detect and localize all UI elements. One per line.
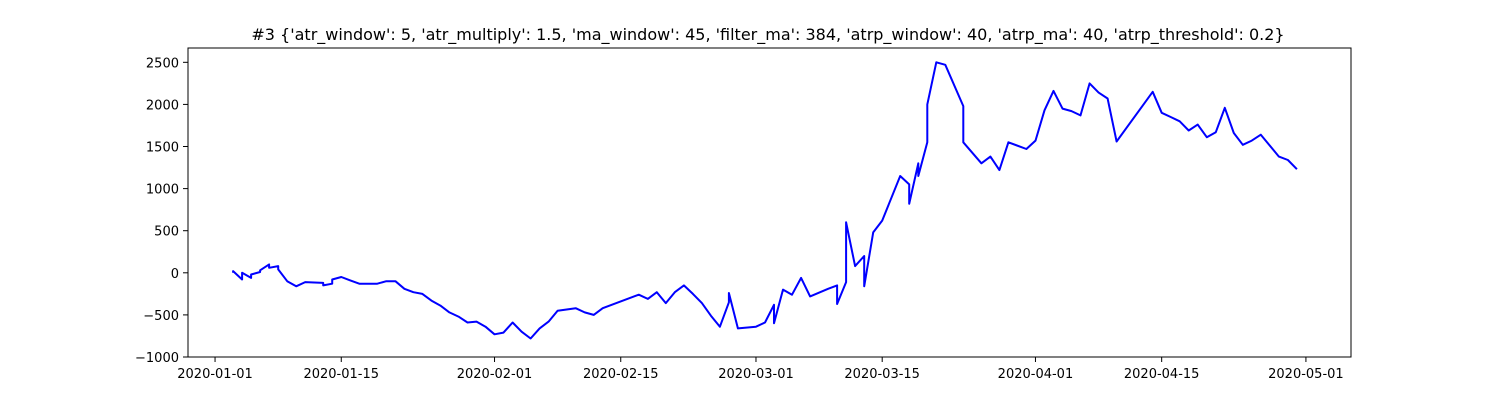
x-axis: 2020-01-01 2020-01-15 2020-02-01 2020-02-15… <box>177 357 1344 382</box>
y-tick-label: 2500 <box>146 56 179 71</box>
x-tick-label: 2020-01-15 <box>303 367 379 382</box>
y-tick-label: 1500 <box>146 141 179 156</box>
x-tick-label: 2020-02-01 <box>457 367 533 382</box>
series-line-0 <box>232 61 1298 340</box>
x-tick-label: 2020-02-15 <box>583 367 659 382</box>
x-tick-label: 2020-05-01 <box>1268 367 1344 382</box>
x-tick-label: 2020-01-01 <box>177 367 253 382</box>
series-layer <box>232 61 1298 340</box>
x-tick-label: 2020-03-15 <box>844 367 920 382</box>
y-tick-label: −500 <box>143 309 179 324</box>
x-tick-label: 2020-04-15 <box>1124 367 1200 382</box>
y-tick-label: 2000 <box>146 98 179 113</box>
y-tick-label: −1000 <box>135 351 179 366</box>
x-tick-label: 2020-04-01 <box>998 367 1074 382</box>
y-tick-label: 1000 <box>146 183 179 198</box>
plot-frame <box>187 47 1352 358</box>
plot-area: 2020-01-01 2020-01-15 2020-02-01 2020-02-15… <box>135 47 1352 382</box>
y-axis: 2500 2000 1500 1000 500 0 −500 −1000 <box>135 56 188 366</box>
chart-title: #3 {'atr_window': 5, 'atr_multiply': 1.5… <box>251 25 1284 45</box>
y-tick-label: 0 <box>171 267 179 282</box>
y-tick-label: 500 <box>154 225 179 240</box>
x-tick-label: 2020-03-01 <box>718 367 794 382</box>
